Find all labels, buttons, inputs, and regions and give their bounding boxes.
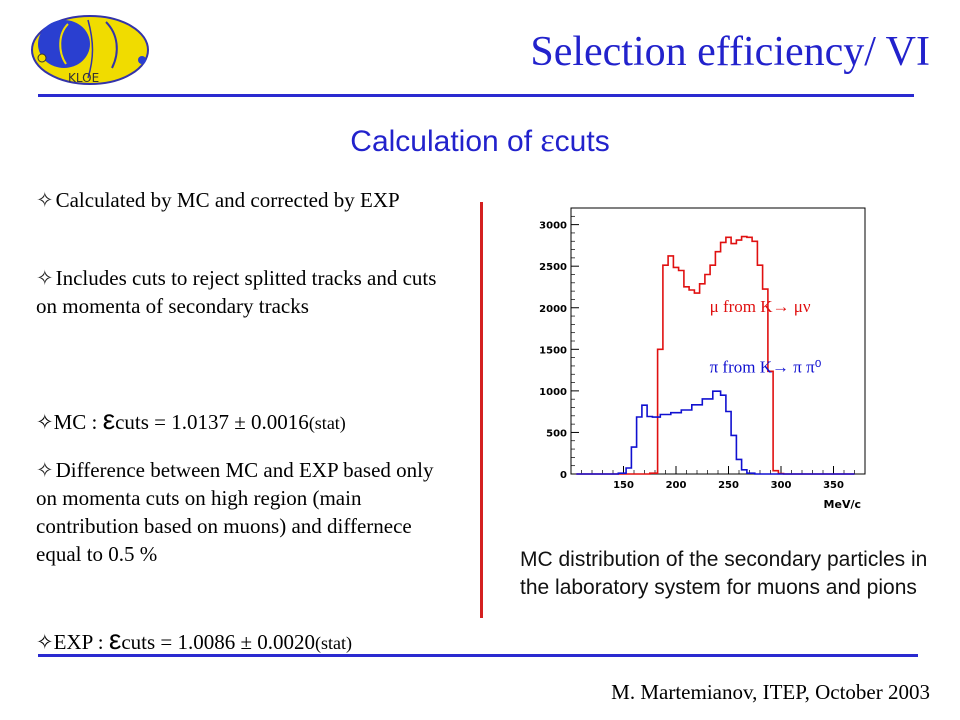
bullet-text: Calculated by MC and corrected by EXP xyxy=(55,188,400,212)
section-subtitle: Calculation of εcuts xyxy=(0,122,960,160)
exp-label: EXP : xyxy=(53,630,109,654)
slide-title: Selection efficiency/ VI xyxy=(530,29,930,75)
y-tick-label: 0 xyxy=(560,470,567,481)
y-tick-label: 500 xyxy=(546,428,567,439)
mc-result: ✧MC : εcuts = 1.0137 ± 0.0016(stat) xyxy=(36,404,346,436)
y-tick-label: 1000 xyxy=(539,387,567,398)
bullet-icon: ✧ xyxy=(36,410,54,434)
bullet-item: ✧Calculated by MC and corrected by EXP xyxy=(36,186,446,214)
epsilon-symbol: ε xyxy=(540,122,555,159)
kloe-logo: KLOE xyxy=(31,15,149,85)
top-rule xyxy=(38,94,914,97)
x-axis-label: MeV/c xyxy=(824,498,861,511)
x-tick-label: 300 xyxy=(771,480,792,491)
subtitle-prefix: Calculation of xyxy=(350,125,541,158)
plot-frame xyxy=(570,207,866,475)
exp-result: ✧EXP : εcuts = 1.0086 ± 0.0020(stat) xyxy=(36,624,352,656)
logo-text: KLOE xyxy=(68,71,99,85)
exp-value: cuts = 1.0086 ± 0.0020 xyxy=(121,630,316,654)
muon-annotation: μ from K→ μν xyxy=(710,297,811,316)
bullet-item: ✧Includes cuts to reject splitted tracks… xyxy=(36,264,446,320)
chart-caption: MC distribution of the secondary particl… xyxy=(520,548,928,599)
bullet-icon: ✧ xyxy=(36,266,54,290)
epsilon-symbol: ε xyxy=(108,624,122,655)
mc-stat: (stat) xyxy=(308,413,346,433)
mc-value: cuts = 1.0137 ± 0.0016 xyxy=(115,410,309,434)
x-tick-label: 150 xyxy=(613,480,634,491)
y-tick-label: 3000 xyxy=(539,221,567,232)
bullet-icon: ✧ xyxy=(36,458,54,482)
y-tick-label: 2500 xyxy=(539,262,567,273)
momentum-histogram: 0 500 1000 1500 2000 2500 3000 150 200 250 300 350 M… xyxy=(539,207,866,511)
x-tick-label: 200 xyxy=(666,480,687,491)
bullet-text: Difference between MC and EXP based only… xyxy=(36,458,434,566)
mc-label: MC : xyxy=(53,410,103,434)
y-tick-label: 2000 xyxy=(539,304,567,315)
bullet-text: Includes cuts to reject splitted tracks … xyxy=(36,266,437,318)
vertical-divider xyxy=(480,202,483,618)
subtitle-suffix: cuts xyxy=(554,125,610,158)
x-tick-label: 350 xyxy=(823,480,844,491)
footer-credit: M. Martemianov, ITEP, October 2003 xyxy=(611,680,930,704)
series-line-muon xyxy=(576,235,855,475)
series-line-pion xyxy=(576,390,855,475)
bottom-rule xyxy=(38,654,918,657)
bullet-item: ✧Difference between MC and EXP based onl… xyxy=(36,456,446,568)
epsilon-symbol: ε xyxy=(102,404,116,435)
bullet-icon: ✧ xyxy=(36,188,54,212)
pion-annotation: π from K→ π π⁰ xyxy=(710,358,822,377)
y-tick-label: 1500 xyxy=(539,345,567,356)
exp-stat: (stat) xyxy=(315,633,353,653)
bullet-icon: ✧ xyxy=(36,630,54,654)
x-tick-label: 250 xyxy=(718,480,739,491)
